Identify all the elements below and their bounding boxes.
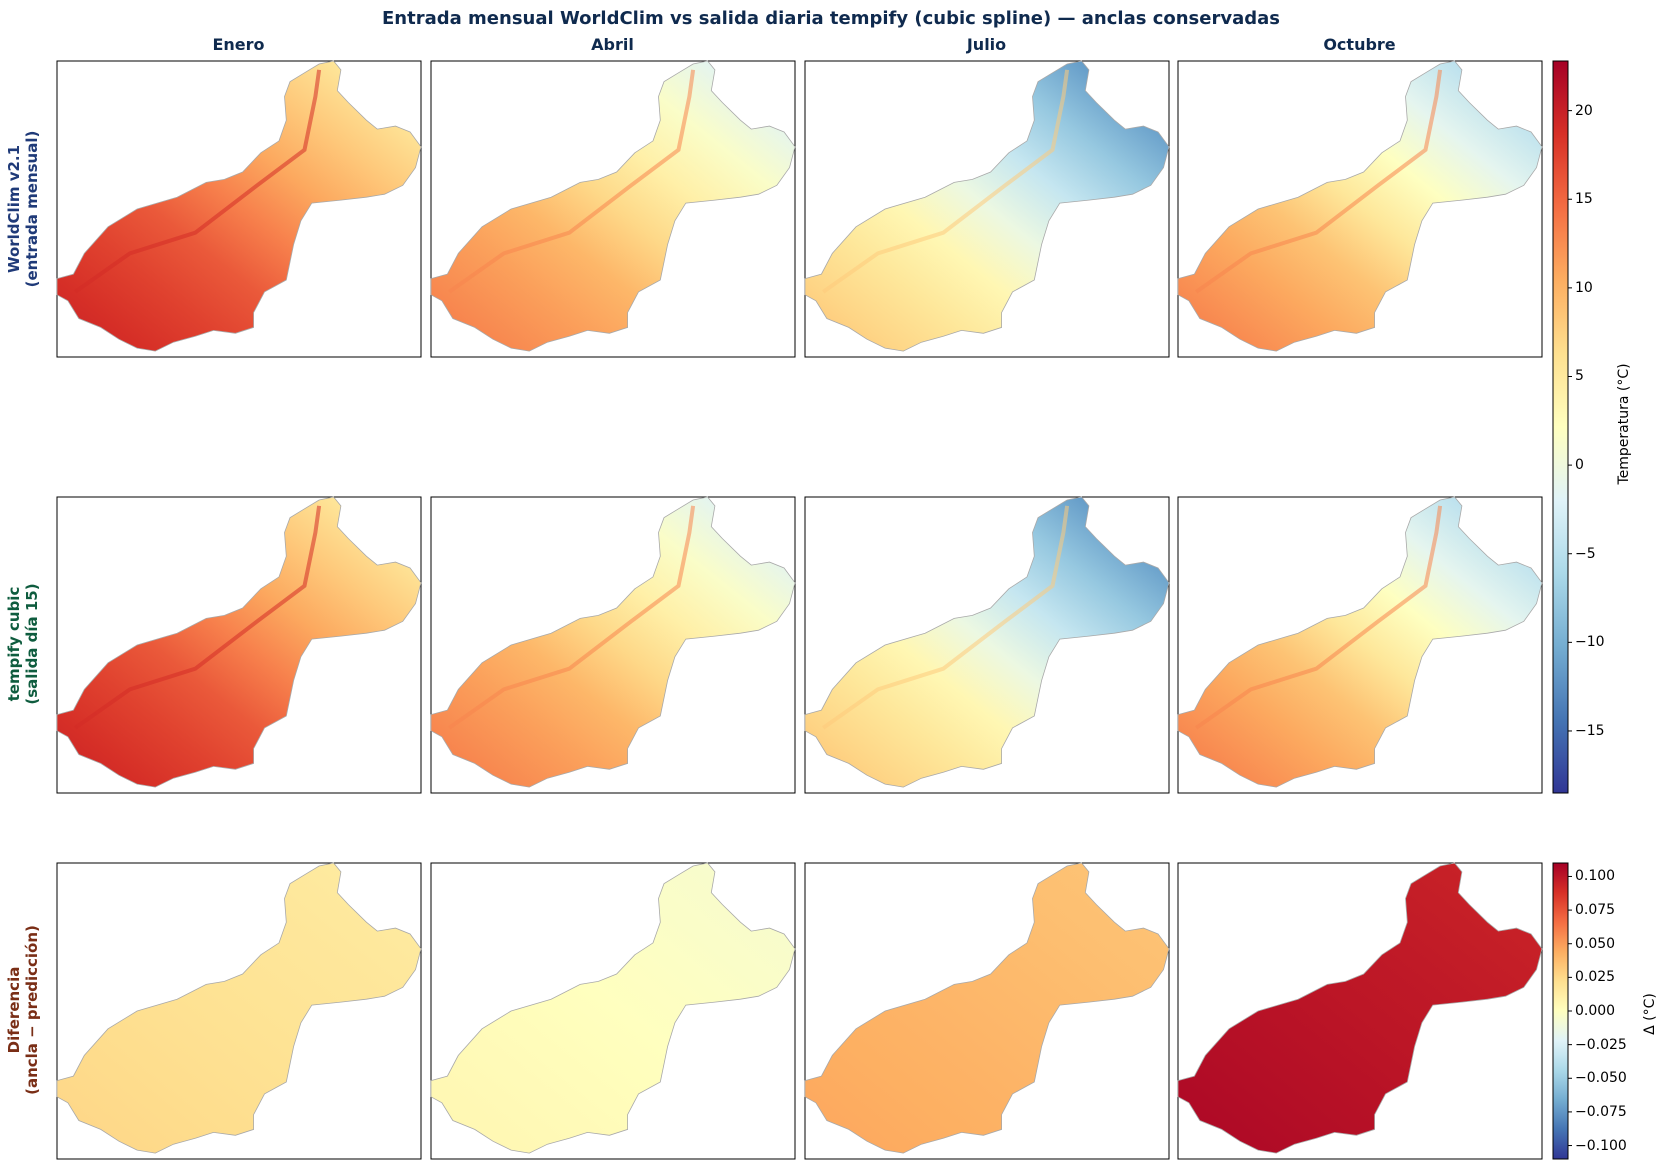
panel-worldclim-octubre [1177,60,1543,358]
chart-title: Entrada mensual WorldClim vs salida diar… [382,8,1280,29]
watershed-raster [804,496,1170,788]
panel-tempify-octubre [1177,496,1543,794]
valley-line [448,69,696,294]
valley-line [822,69,1070,294]
colorbar-delta-tick-label: 0.050 [1575,935,1616,952]
watershed-raster [430,60,796,352]
panel-tempify-abril [430,496,796,794]
colorbar-delta-tick-label: 0.100 [1575,868,1616,885]
colorbar-temperature-tick-label: 5 [1575,368,1584,385]
valley-line [1195,69,1443,294]
colorbar-temperature-tick-label: −5 [1575,545,1596,562]
valley-line [74,505,322,730]
watershed-raster [56,862,422,1154]
colorbar-delta-tick-label: 0.075 [1575,902,1616,919]
colorbar-delta-tick-label: 0.000 [1575,1003,1616,1019]
colorbar-delta-tick-label: −0.025 [1575,1036,1627,1053]
colorbar-delta-tick-label: −0.100 [1575,1137,1627,1154]
colorbar-temperature-tick-label: −10 [1575,634,1605,651]
column-title-abril: Abril [591,35,634,54]
panel-worldclim-abril [430,60,796,358]
watershed-raster [1177,496,1543,788]
colorbar-temperature-tick-label: 15 [1575,191,1593,208]
colorbar-delta-tick-label: 0.025 [1575,969,1616,986]
panel-tempify-enero [56,496,422,794]
column-title-octubre: Octubre [1323,35,1396,54]
panel-worldclim-enero [56,60,422,358]
watershed-raster [804,862,1170,1154]
panel-tempify-julio [804,496,1170,794]
valley-line [448,505,696,730]
watershed-raster [1177,862,1543,1154]
colorbar-temperature-tick-label: 10 [1575,279,1593,296]
watershed-raster [1177,60,1543,352]
valley-line [74,69,322,294]
column-title-julio: Julio [966,35,1007,54]
colorbar-temperature-tick-label: −15 [1575,722,1605,739]
colorbar-delta-tick-label: −0.075 [1575,1103,1627,1120]
watershed-raster [430,862,796,1154]
panel-diferencia-abril [430,862,796,1160]
colorbar-temperature-tick-label: 20 [1575,102,1593,119]
watershed-raster [56,60,422,352]
watershed-raster [430,496,796,788]
column-title-enero: Enero [212,35,265,54]
valley-line [1195,505,1443,730]
watershed-raster [56,496,422,788]
panel-diferencia-enero [56,862,422,1160]
colorbar-delta-tick-label: −0.050 [1575,1070,1627,1087]
colorbar-temperature [1552,60,1569,794]
panel-diferencia-julio [804,862,1170,1160]
colorbar-temperature-tick-label: 0 [1575,457,1584,474]
panel-diferencia-octubre [1177,862,1543,1160]
watershed-raster [804,60,1170,352]
panel-worldclim-julio [804,60,1170,358]
valley-line [822,505,1070,730]
